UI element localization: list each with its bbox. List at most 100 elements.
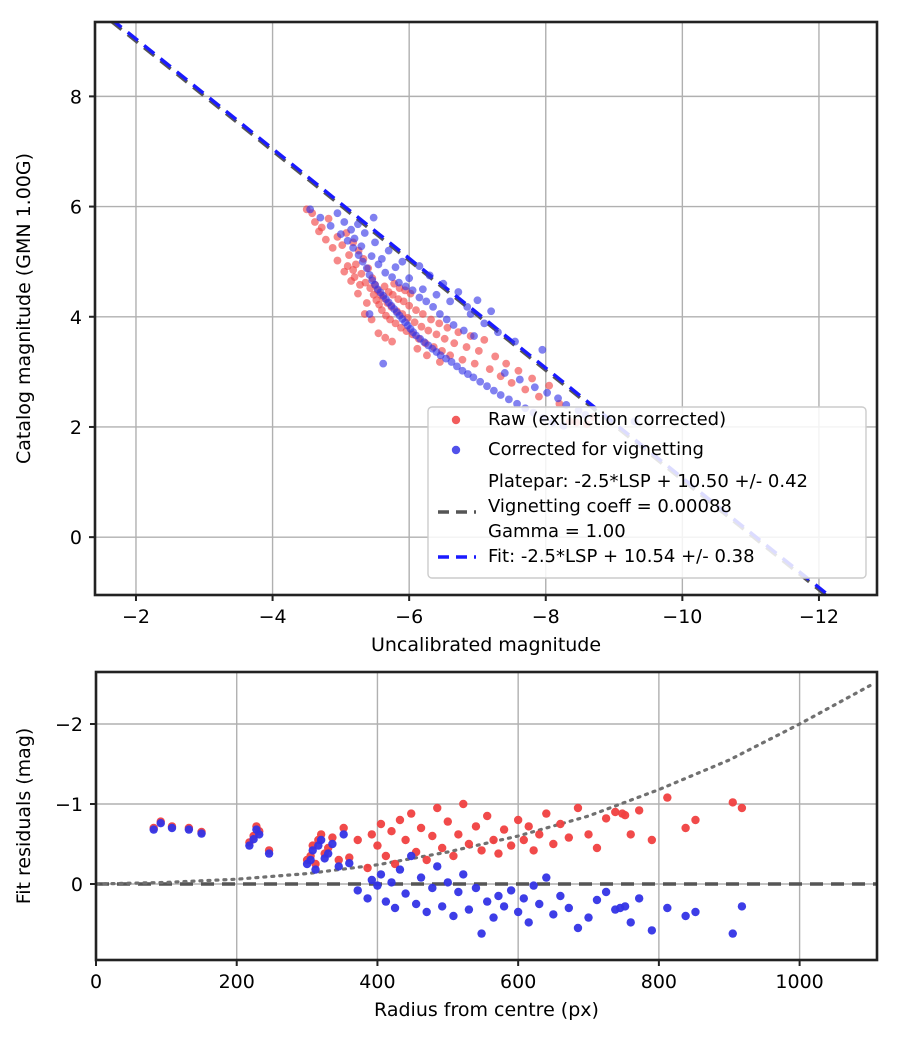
- data-point: [521, 385, 530, 394]
- data-point: [306, 205, 315, 214]
- data-point: [514, 366, 523, 375]
- xtick-label: 600: [500, 971, 536, 993]
- data-point: [494, 891, 503, 901]
- data-point: [506, 886, 516, 895]
- data-point: [459, 870, 468, 879]
- data-point: [386, 315, 394, 324]
- data-point: [538, 345, 547, 354]
- data-point: [365, 310, 374, 318]
- data-point: [410, 318, 419, 327]
- data-point: [529, 881, 538, 890]
- data-point: [391, 319, 400, 328]
- xtick-label: −12: [799, 606, 839, 628]
- data-point: [328, 243, 337, 252]
- ytick-label: 6: [70, 197, 82, 219]
- data-point: [413, 344, 422, 353]
- data-point: [336, 230, 345, 239]
- data-point: [528, 374, 536, 383]
- legend-label: Vignetting coeff = 0.00088: [488, 496, 732, 517]
- data-point: [611, 807, 620, 817]
- data-point: [620, 902, 630, 911]
- ytick-label: 2: [70, 417, 82, 439]
- data-point: [422, 297, 431, 306]
- data-point: [464, 839, 474, 849]
- y-axis-label: Catalog magnitude (GMN 1.00G): [13, 153, 35, 464]
- data-point: [376, 819, 386, 829]
- data-point: [245, 841, 254, 850]
- data-point: [255, 830, 264, 839]
- data-point: [401, 835, 410, 845]
- data-point: [184, 825, 194, 834]
- data-point: [535, 899, 544, 909]
- data-point: [356, 280, 364, 289]
- data-point: [345, 251, 353, 259]
- data-point: [405, 274, 414, 283]
- legend-entry[interactable]: Corrected for vignetting: [451, 439, 704, 460]
- data-point: [515, 375, 524, 384]
- data-point: [311, 218, 319, 226]
- data-point: [353, 835, 362, 845]
- data-point: [424, 326, 433, 335]
- data-point: [422, 855, 431, 865]
- data-point: [371, 238, 379, 247]
- data-point: [564, 833, 574, 842]
- data-point: [363, 863, 372, 873]
- data-point: [443, 817, 452, 826]
- data-point: [324, 214, 333, 223]
- legend-marker-point: [451, 415, 461, 425]
- legend-entry[interactable]: Fit: -2.5*LSP + 10.54 +/- 0.38: [438, 546, 755, 567]
- data-point: [423, 351, 431, 360]
- data-point: [425, 271, 434, 280]
- x-axis-label: Uncalibrated magnitude: [371, 634, 601, 656]
- data-point: [353, 886, 362, 895]
- data-point: [549, 910, 558, 919]
- data-point: [507, 378, 516, 387]
- data-point: [737, 803, 747, 813]
- axes-frame: [94, 670, 879, 962]
- data-point: [511, 337, 519, 346]
- data-point: [428, 883, 437, 893]
- data-point: [483, 382, 491, 391]
- data-point: [376, 870, 386, 879]
- data-point: [360, 229, 369, 237]
- data-point: [358, 257, 367, 266]
- data-point: [463, 302, 472, 311]
- legend-label: Platepar: -2.5*LSP + 10.50 +/- 0.42: [488, 471, 808, 492]
- data-point: [405, 301, 414, 310]
- data-point: [554, 394, 562, 403]
- data-point: [459, 326, 468, 335]
- data-point: [264, 849, 274, 858]
- data-point: [691, 907, 700, 917]
- data-point: [476, 377, 485, 386]
- data-point: [384, 246, 393, 255]
- data-point: [415, 262, 424, 270]
- legend-entry[interactable]: Raw (extinction corrected): [451, 409, 726, 430]
- data-point: [417, 322, 426, 331]
- legend[interactable]: Raw (extinction corrected) Corrected for …: [427, 406, 867, 579]
- data-point: [491, 352, 500, 361]
- ytick-label: −1: [55, 794, 83, 816]
- data-point: [381, 897, 391, 906]
- data-point: [542, 873, 551, 882]
- data-point: [436, 310, 444, 318]
- data-point: [601, 887, 611, 897]
- ytick-label: 8: [70, 86, 82, 108]
- data-point: [545, 381, 554, 390]
- data-point: [391, 263, 400, 272]
- data-point: [542, 809, 551, 818]
- data-point: [449, 911, 458, 921]
- data-point: [480, 336, 489, 344]
- data-point: [454, 830, 463, 839]
- x-axis-label: Radius from centre (px): [374, 999, 599, 1021]
- data-point: [167, 823, 177, 833]
- plot-area-fit-residuals: [96, 684, 877, 938]
- data-point: [519, 835, 528, 845]
- ytick-label: 4: [70, 307, 82, 329]
- xtick-label: 200: [219, 971, 255, 993]
- legend-entry[interactable]: Platepar: -2.5*LSP + 10.50 +/- 0.42 Vigne…: [438, 471, 808, 542]
- data-point: [474, 347, 483, 355]
- data-point: [433, 862, 442, 871]
- data-point: [343, 262, 352, 270]
- data-point: [338, 241, 347, 250]
